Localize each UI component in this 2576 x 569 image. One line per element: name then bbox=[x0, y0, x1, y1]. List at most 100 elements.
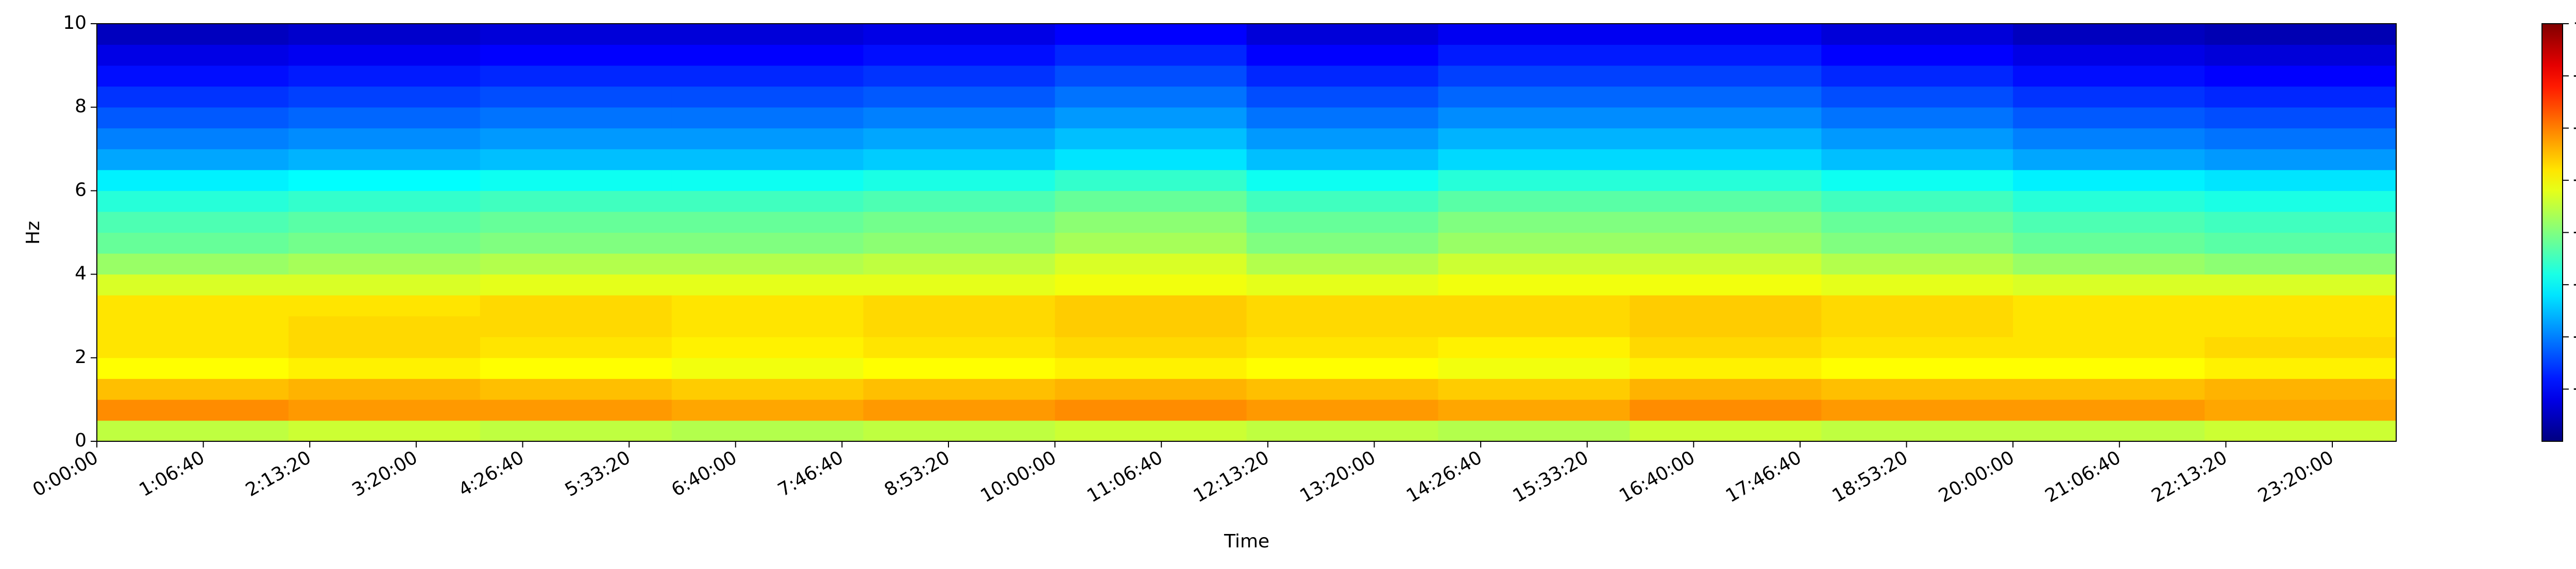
cell bbox=[1246, 65, 1438, 87]
cell bbox=[1246, 149, 1438, 170]
cell bbox=[1630, 316, 1822, 337]
cell bbox=[1055, 149, 1247, 170]
cell bbox=[671, 399, 864, 421]
cell bbox=[480, 399, 672, 421]
colorbar-tick-label: -40 dB bbox=[2573, 221, 2576, 243]
cell bbox=[2205, 357, 2397, 379]
y-tick-label: 0 bbox=[75, 430, 87, 451]
cell bbox=[671, 211, 864, 233]
cell bbox=[2205, 274, 2397, 296]
cell bbox=[671, 65, 864, 87]
cell bbox=[1438, 211, 1630, 233]
cell bbox=[97, 191, 289, 212]
cell bbox=[1055, 420, 1247, 442]
cell bbox=[1630, 253, 1822, 275]
cell bbox=[1246, 191, 1438, 212]
cell bbox=[1630, 295, 1822, 317]
cell bbox=[288, 378, 481, 400]
cell bbox=[2013, 191, 2205, 212]
cell bbox=[2205, 420, 2397, 442]
cell bbox=[1438, 24, 1630, 45]
cell bbox=[1055, 274, 1247, 296]
cell bbox=[97, 24, 289, 45]
x-tick-label: 15:33:20 bbox=[1510, 447, 1592, 507]
cell bbox=[1821, 357, 2013, 379]
cell bbox=[671, 274, 864, 296]
cell bbox=[671, 316, 864, 337]
cell bbox=[1246, 86, 1438, 108]
cell bbox=[671, 232, 864, 254]
cell bbox=[1630, 337, 1822, 358]
cell bbox=[863, 399, 1056, 421]
x-tick-label: 6:40:00 bbox=[668, 447, 741, 501]
cell bbox=[1438, 128, 1630, 149]
cell bbox=[671, 86, 864, 108]
x-tick-label: 11:06:40 bbox=[1083, 447, 1166, 507]
cell bbox=[863, 169, 1056, 191]
cell bbox=[2013, 86, 2205, 108]
cell bbox=[1246, 44, 1438, 66]
cell bbox=[480, 149, 672, 170]
cell bbox=[97, 149, 289, 170]
cell bbox=[1630, 24, 1822, 45]
cell bbox=[97, 211, 289, 233]
cell bbox=[288, 337, 481, 358]
cell bbox=[288, 149, 481, 170]
cell bbox=[480, 316, 672, 337]
cell bbox=[1438, 253, 1630, 275]
cell bbox=[1055, 232, 1247, 254]
cell bbox=[288, 316, 481, 337]
cell bbox=[1821, 253, 2013, 275]
cell bbox=[1438, 399, 1630, 421]
cell bbox=[2205, 399, 2397, 421]
cell bbox=[1055, 44, 1247, 66]
cell bbox=[1246, 399, 1438, 421]
cell bbox=[1630, 169, 1822, 191]
cell bbox=[1821, 24, 2013, 45]
cell bbox=[97, 107, 289, 129]
cell bbox=[2013, 211, 2205, 233]
cell bbox=[1246, 295, 1438, 317]
cell bbox=[671, 149, 864, 170]
cell bbox=[97, 86, 289, 108]
cell bbox=[97, 357, 289, 379]
cell bbox=[480, 169, 672, 191]
cell bbox=[1246, 253, 1438, 275]
cell bbox=[671, 44, 864, 66]
cell bbox=[863, 65, 1056, 87]
colorbar bbox=[2541, 23, 2563, 442]
colorbar-tick-label: -70 dB bbox=[2573, 378, 2576, 399]
cell bbox=[97, 128, 289, 149]
cell bbox=[1438, 295, 1630, 317]
cell bbox=[2205, 86, 2397, 108]
cell bbox=[1438, 232, 1630, 254]
x-tick-label: 3:20:00 bbox=[349, 447, 421, 501]
cell bbox=[2013, 232, 2205, 254]
cell bbox=[97, 169, 289, 191]
cell bbox=[97, 316, 289, 337]
cell bbox=[288, 169, 481, 191]
cell bbox=[1630, 86, 1822, 108]
x-tick-label: 8:53:20 bbox=[881, 447, 954, 501]
cell bbox=[2205, 65, 2397, 87]
cell bbox=[1246, 357, 1438, 379]
cell bbox=[1246, 378, 1438, 400]
cell bbox=[1821, 399, 2013, 421]
cell bbox=[1055, 24, 1247, 45]
cell bbox=[2205, 44, 2397, 66]
x-tick-label: 21:06:40 bbox=[2042, 447, 2125, 507]
cell bbox=[1821, 274, 2013, 296]
cell bbox=[288, 211, 481, 233]
cell bbox=[1821, 65, 2013, 87]
cell bbox=[863, 107, 1056, 129]
cell bbox=[2013, 149, 2205, 170]
cell bbox=[288, 295, 481, 317]
cell bbox=[1821, 149, 2013, 170]
cell bbox=[863, 357, 1056, 379]
cell bbox=[2013, 169, 2205, 191]
cell bbox=[671, 420, 864, 442]
cell bbox=[671, 357, 864, 379]
cell bbox=[288, 65, 481, 87]
cell bbox=[1055, 378, 1247, 400]
